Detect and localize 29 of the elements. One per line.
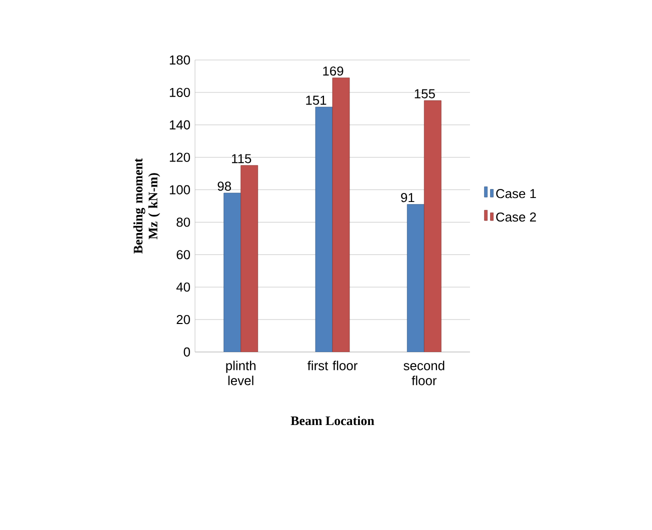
bar	[240, 165, 258, 352]
bar	[406, 204, 424, 352]
data-label: 169	[323, 66, 344, 76]
x-axis-title: Beam Location	[290, 416, 374, 426]
y-tick-label: 80	[176, 218, 190, 227]
y-tick-label: 160	[170, 88, 190, 98]
legend-label: Case 2	[496, 212, 536, 222]
y-tick-label: 0	[184, 347, 190, 357]
data-label: 155	[414, 89, 435, 98]
data-label: 115	[232, 154, 252, 164]
data-label: 91	[401, 192, 414, 202]
y-tick-label: 40	[176, 282, 190, 292]
y-tick-label: 120	[170, 152, 190, 162]
bar	[315, 106, 333, 352]
legend-label: Case 1	[496, 189, 536, 198]
x-tick-label: first floor	[308, 360, 358, 370]
y-tick-label: 60	[176, 250, 190, 260]
bar	[224, 192, 242, 352]
y-tick-label: 20	[176, 314, 190, 324]
bar	[332, 78, 350, 352]
data-label: 98	[218, 182, 231, 191]
y-axis-title: Bending moment Mz ( kN-m)	[133, 158, 160, 254]
y-tick-label: 180	[170, 55, 190, 65]
y-tick-label: 100	[170, 185, 190, 194]
y-tick-label: 140	[170, 120, 190, 130]
x-tick-label: plinth level	[226, 360, 256, 386]
data-label: 151	[306, 96, 326, 105]
x-tick-label: second floor	[404, 360, 444, 386]
bar	[424, 100, 442, 352]
